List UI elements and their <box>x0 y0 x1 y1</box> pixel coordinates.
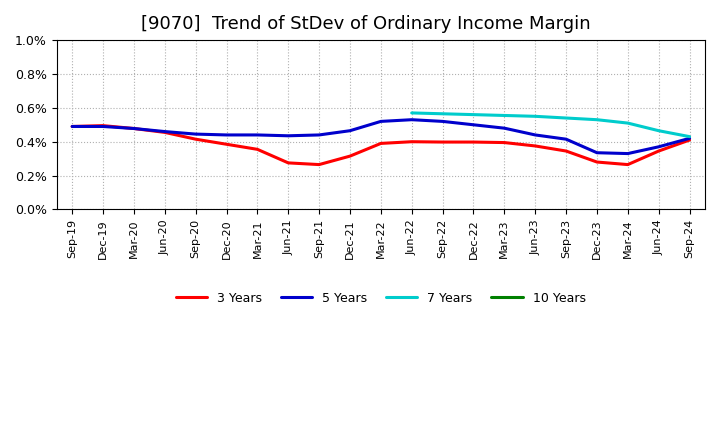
5 Years <box>654 144 663 150</box>
3 Years <box>408 139 416 144</box>
5 Years <box>531 132 539 138</box>
5 Years <box>99 124 107 129</box>
5 Years <box>130 126 138 131</box>
7 Years <box>685 134 694 139</box>
3 Years <box>161 130 169 135</box>
5 Years <box>253 132 261 138</box>
3 Years <box>469 139 478 145</box>
7 Years <box>654 128 663 133</box>
5 Years <box>377 119 385 124</box>
7 Years <box>562 115 570 121</box>
7 Years <box>531 114 539 119</box>
3 Years <box>438 139 447 145</box>
5 Years <box>593 150 601 155</box>
Legend: 3 Years, 5 Years, 7 Years, 10 Years: 3 Years, 5 Years, 7 Years, 10 Years <box>171 287 590 310</box>
3 Years <box>346 154 354 159</box>
5 Years <box>562 136 570 142</box>
3 Years <box>500 140 508 145</box>
3 Years <box>130 126 138 131</box>
3 Years <box>377 141 385 146</box>
7 Years <box>469 112 478 117</box>
3 Years <box>99 123 107 128</box>
3 Years <box>284 160 292 165</box>
5 Years <box>685 136 694 141</box>
5 Years <box>315 132 323 138</box>
7 Years <box>500 113 508 118</box>
3 Years <box>624 162 632 167</box>
3 Years <box>531 143 539 149</box>
Line: 3 Years: 3 Years <box>72 126 690 165</box>
7 Years <box>408 110 416 116</box>
3 Years <box>253 147 261 152</box>
5 Years <box>500 125 508 131</box>
5 Years <box>161 129 169 134</box>
3 Years <box>222 142 231 147</box>
3 Years <box>685 137 694 143</box>
Line: 7 Years: 7 Years <box>412 113 690 137</box>
5 Years <box>68 124 76 129</box>
5 Years <box>438 119 447 124</box>
5 Years <box>284 133 292 139</box>
7 Years <box>438 111 447 117</box>
3 Years <box>192 136 200 142</box>
5 Years <box>192 132 200 137</box>
3 Years <box>562 148 570 154</box>
Text: [9070]  Trend of StDev of Ordinary Income Margin: [9070] Trend of StDev of Ordinary Income… <box>141 15 590 33</box>
5 Years <box>469 122 478 128</box>
5 Years <box>346 128 354 133</box>
7 Years <box>593 117 601 122</box>
5 Years <box>408 117 416 122</box>
3 Years <box>315 162 323 167</box>
7 Years <box>624 121 632 126</box>
3 Years <box>654 148 663 154</box>
5 Years <box>222 132 231 138</box>
3 Years <box>68 124 76 129</box>
Line: 5 Years: 5 Years <box>72 120 690 154</box>
5 Years <box>624 151 632 156</box>
3 Years <box>593 159 601 165</box>
